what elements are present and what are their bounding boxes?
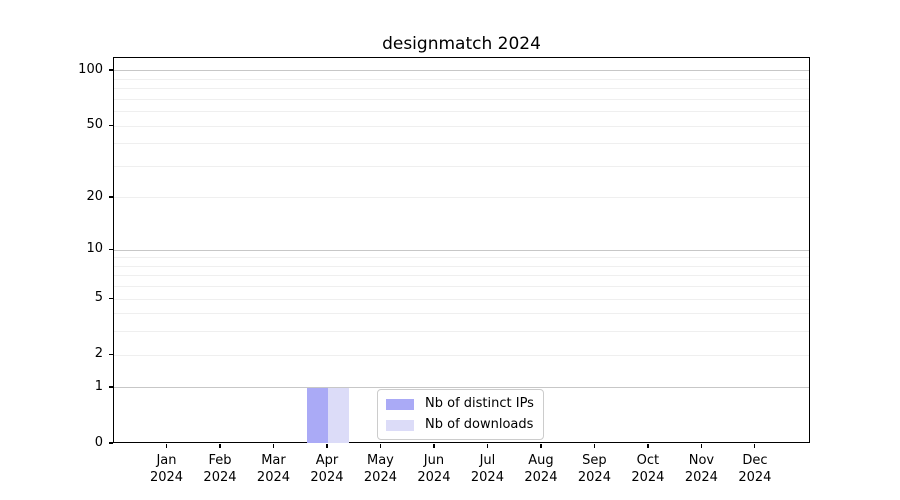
- x-axis-tick-mark: [272, 444, 275, 448]
- x-axis-tick-label: Sep 2024: [564, 453, 624, 486]
- legend-item: Nb of distinct IPs: [386, 396, 534, 412]
- x-axis-tick-month: Oct: [636, 453, 660, 468]
- gridline-minor: [114, 88, 809, 90]
- x-axis-tick-month: Sep: [582, 453, 607, 468]
- x-axis-tick-mark: [700, 444, 702, 448]
- x-axis-tick-year: 2024: [738, 469, 772, 485]
- gridline-minor: [114, 313, 809, 315]
- x-axis-tick-year: 2024: [470, 469, 504, 485]
- x-axis-tick-month: Nov: [688, 453, 715, 468]
- x-axis-tick-label: Dec 2024: [725, 453, 785, 486]
- x-axis-tick-month: Aug: [528, 453, 554, 468]
- legend-swatch-distinct-ips: [386, 398, 414, 410]
- x-axis-tick-year: 2024: [203, 469, 237, 485]
- legend: Nb of distinct IPs Nb of downloads: [377, 389, 544, 440]
- chart-title: designmatch 2024: [382, 34, 541, 54]
- y-axis-tick-label: 0: [94, 435, 103, 450]
- legend-item: Nb of downloads: [386, 417, 534, 433]
- y-axis-tick-mark: [109, 442, 113, 444]
- x-axis-tick-mark: [326, 444, 328, 448]
- legend-label: Nb of distinct IPs: [425, 396, 534, 411]
- y-axis-tick-mark: [109, 196, 113, 198]
- x-axis-tick-month: Jan: [156, 453, 177, 468]
- x-axis-tick-mark: [540, 444, 542, 448]
- x-axis-tick-label: Aug 2024: [511, 453, 571, 486]
- x-axis-tick-label: Jan 2024: [136, 453, 196, 486]
- x-axis-tick-month: Mar: [261, 453, 286, 468]
- gridline-minor: [114, 354, 809, 356]
- x-axis-tick-year: 2024: [256, 469, 291, 485]
- x-axis-tick-month: Apr: [315, 453, 339, 468]
- y-axis-tick-mark: [109, 297, 113, 299]
- x-axis-tick-label: Jul 2024: [457, 453, 517, 486]
- gridline-major: [114, 70, 809, 72]
- gridline-minor: [114, 143, 809, 145]
- gridline-minor: [114, 111, 809, 113]
- y-axis-tick-label: 50: [86, 117, 103, 133]
- legend-swatch-downloads: [386, 419, 414, 431]
- gridline-minor: [114, 165, 809, 167]
- x-axis-tick-label: Oct 2024: [618, 453, 678, 486]
- x-axis-tick-label: Mar 2024: [243, 453, 303, 486]
- x-axis-tick-label: Apr 2024: [297, 453, 357, 486]
- x-axis-tick-year: 2024: [417, 469, 451, 485]
- x-axis-tick-month: May: [367, 453, 394, 468]
- x-axis-tick-mark: [379, 444, 382, 448]
- x-axis-tick-year: 2024: [363, 469, 397, 485]
- x-axis-tick-month: Jun: [423, 453, 445, 468]
- gridline-minor: [114, 125, 809, 127]
- x-axis-tick-mark: [754, 444, 756, 448]
- x-axis-tick-label: Feb 2024: [190, 453, 250, 486]
- gridline-minor: [114, 265, 809, 267]
- gridline-minor: [114, 98, 809, 100]
- x-axis-tick-year: 2024: [577, 469, 611, 485]
- y-axis-tick-mark: [109, 353, 113, 355]
- gridline-minor: [114, 331, 809, 333]
- gridline-minor: [114, 197, 809, 199]
- x-axis-tick-year: 2024: [684, 469, 718, 485]
- gridline-minor: [114, 257, 809, 259]
- y-axis-tick-mark: [109, 248, 113, 250]
- y-axis-tick-mark: [109, 69, 113, 71]
- gridline-minor: [114, 275, 809, 277]
- plot-area: [113, 57, 810, 443]
- y-axis-tick-mark: [109, 124, 113, 126]
- bar-nb-of-downloads: [327, 387, 350, 443]
- x-axis-tick-label: Nov 2024: [671, 453, 731, 486]
- x-axis-tick-mark: [165, 444, 168, 448]
- y-axis-tick-label: 1: [94, 378, 103, 394]
- x-axis-tick-year: 2024: [310, 469, 344, 485]
- y-axis-tick-label: 5: [94, 290, 103, 306]
- x-axis-tick-month: Dec: [742, 453, 768, 468]
- x-axis-tick-mark: [647, 444, 649, 448]
- x-axis-tick-month: Jul: [479, 453, 496, 468]
- x-axis-tick-month: Feb: [208, 453, 232, 468]
- gridline-minor: [114, 78, 809, 80]
- gridline-major: [114, 387, 809, 389]
- bar-nb-of-distinct-ips: [306, 387, 328, 443]
- x-axis-tick-year: 2024: [524, 469, 558, 485]
- x-axis-tick-year: 2024: [149, 469, 184, 485]
- x-axis-tick-year: 2024: [631, 469, 665, 485]
- y-axis-tick-label: 10: [86, 241, 103, 257]
- y-axis-tick-label: 2: [94, 346, 103, 362]
- legend-label: Nb of downloads: [425, 417, 534, 432]
- x-axis-tick-mark: [593, 444, 595, 448]
- x-axis-tick-mark: [433, 444, 435, 448]
- gridline-minor: [114, 298, 809, 300]
- y-axis-tick-label: 100: [78, 61, 103, 77]
- x-axis-tick-mark: [486, 444, 489, 448]
- x-axis-tick-label: Jun 2024: [404, 453, 464, 486]
- x-axis-tick-label: May 2024: [350, 453, 410, 486]
- y-axis-tick-label: 20: [86, 188, 103, 204]
- gridline-minor: [114, 286, 809, 288]
- gridline-major: [114, 249, 809, 251]
- y-axis-tick-mark: [109, 386, 113, 388]
- x-axis-tick-mark: [219, 444, 221, 448]
